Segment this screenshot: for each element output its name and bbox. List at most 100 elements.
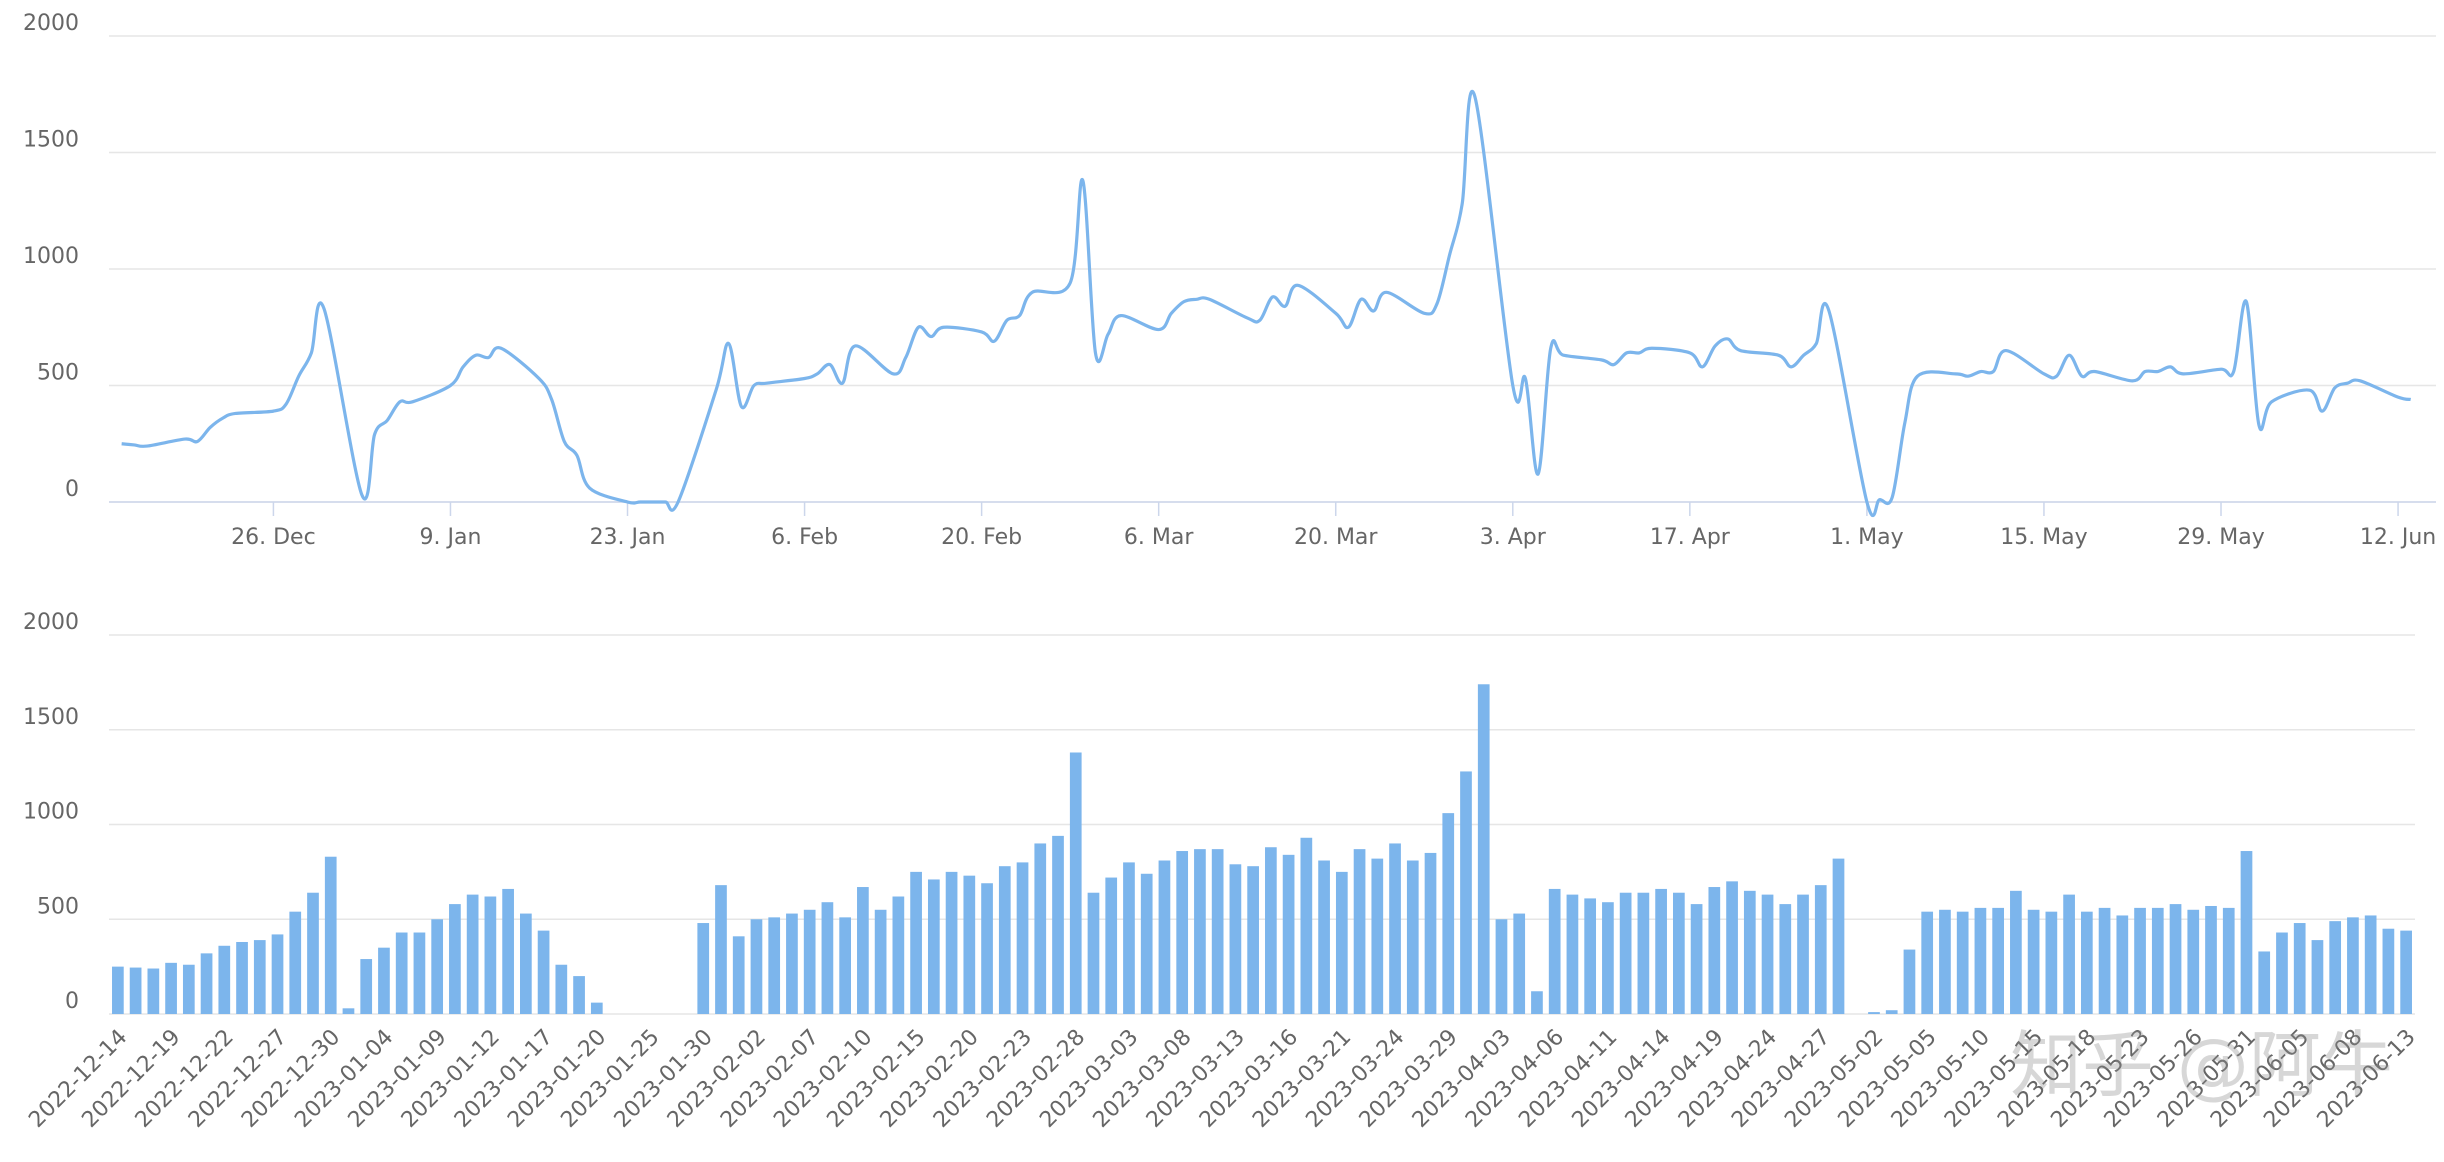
bar — [1229, 864, 1242, 1014]
bar — [768, 917, 781, 1014]
x-tick-label: 3. Apr — [1480, 525, 1547, 550]
bar — [324, 856, 337, 1014]
bar — [1832, 858, 1845, 1014]
x-tick-label: 20. Mar — [1294, 525, 1378, 550]
bar — [821, 902, 834, 1014]
bar — [1495, 919, 1508, 1014]
bar — [1424, 852, 1437, 1014]
bar — [1868, 1012, 1880, 1014]
bar — [1389, 843, 1401, 1014]
y-tick-label: 1000 — [23, 244, 79, 269]
y-tick-label: 500 — [37, 361, 79, 386]
bar — [431, 919, 444, 1014]
bar — [1602, 902, 1614, 1014]
bar — [945, 871, 958, 1014]
bar — [1903, 949, 1916, 1014]
bar — [1247, 866, 1259, 1014]
bar — [2045, 911, 2058, 1014]
x-tick-label: 26. Dec — [231, 525, 316, 550]
bar — [1743, 890, 1756, 1014]
bar — [857, 887, 869, 1014]
bar — [910, 871, 922, 1014]
bar — [1956, 911, 1969, 1014]
x-tick-label: 17. Apr — [1650, 525, 1731, 550]
bar — [998, 866, 1011, 1014]
bar — [1637, 892, 1650, 1014]
bar — [981, 883, 993, 1014]
bar — [147, 968, 160, 1014]
bar — [2382, 928, 2395, 1014]
bar — [1034, 843, 1047, 1014]
bar — [449, 904, 461, 1014]
bar — [573, 976, 585, 1014]
bar — [839, 917, 851, 1014]
bar — [1797, 894, 1809, 1014]
bar — [1052, 835, 1064, 1014]
bar — [697, 923, 710, 1014]
bar — [2329, 921, 2342, 1014]
bar — [1690, 904, 1703, 1014]
bar — [2258, 951, 2271, 1014]
bar — [1974, 907, 1987, 1014]
watermark: 知乎 @阿牛 — [2010, 1023, 2393, 1107]
bar — [1726, 881, 1738, 1014]
bar — [2169, 904, 2182, 1014]
bar — [1406, 860, 1419, 1014]
bar — [1087, 892, 1100, 1014]
x-tick-label: 20. Feb — [941, 525, 1022, 550]
bar — [360, 959, 373, 1014]
bar — [342, 1008, 355, 1014]
bar — [2134, 907, 2146, 1014]
y-tick-label: 0 — [65, 477, 79, 502]
bar — [750, 919, 763, 1014]
bar — [1194, 849, 1206, 1014]
bar — [520, 913, 532, 1014]
bar — [1105, 877, 1118, 1014]
bar — [129, 967, 142, 1014]
bar — [1069, 752, 1082, 1014]
bar — [1318, 860, 1330, 1014]
bar — [1335, 871, 1348, 1014]
bar — [1442, 813, 1455, 1014]
bar — [1655, 888, 1667, 1014]
x-tick-label: 23. Jan — [590, 525, 666, 550]
bar — [2116, 915, 2129, 1014]
bar — [236, 941, 248, 1014]
y-tick-label: 1000 — [23, 800, 79, 825]
bar — [1282, 854, 1295, 1014]
bar — [307, 892, 319, 1014]
bar — [1353, 849, 1366, 1014]
bar — [1176, 851, 1189, 1014]
bar — [2151, 907, 2164, 1014]
bar — [590, 1002, 603, 1014]
bar — [165, 962, 177, 1014]
bar — [484, 896, 497, 1014]
bar — [2027, 909, 2040, 1014]
bar — [1814, 885, 1827, 1014]
bar — [1921, 911, 1934, 1014]
bar — [1548, 888, 1561, 1014]
bar — [1939, 909, 1951, 1014]
bar — [555, 964, 568, 1014]
bar — [1619, 892, 1632, 1014]
y-tick-label: 1500 — [23, 128, 79, 153]
bar — [289, 911, 302, 1014]
bar — [2080, 911, 2093, 1014]
bar — [253, 940, 266, 1014]
bar — [732, 936, 745, 1014]
bar — [1584, 898, 1597, 1014]
bar — [1211, 849, 1224, 1014]
bar — [963, 875, 976, 1014]
bar — [1513, 913, 1526, 1014]
bar — [892, 896, 905, 1014]
bar — [2063, 894, 2075, 1014]
bar — [1885, 1010, 1898, 1014]
bar — [1531, 991, 1543, 1014]
bar — [1123, 862, 1135, 1014]
bar — [1300, 837, 1313, 1014]
bar — [271, 934, 284, 1014]
bar — [218, 945, 231, 1014]
bar — [466, 894, 479, 1014]
bar — [537, 930, 550, 1014]
bar — [1566, 894, 1579, 1014]
